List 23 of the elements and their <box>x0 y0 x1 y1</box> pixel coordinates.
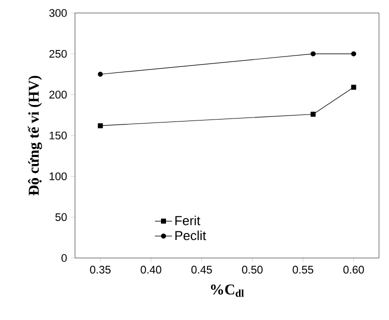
y-tick-label: 300 <box>49 9 67 17</box>
y-tick-label: 150 <box>50 132 67 140</box>
y-tick-label: 0 <box>62 254 67 262</box>
point <box>310 51 316 56</box>
y-axis-title: Độ cứng tế vi (HV) <box>28 76 42 196</box>
y-tick-label: 100 <box>50 172 67 180</box>
x-tick-label: 0.45 <box>191 266 212 274</box>
x-tick-label: 0.60 <box>343 266 364 274</box>
y-tick-label: 50 <box>55 213 67 222</box>
x-tick-label: 0.40 <box>140 266 162 274</box>
y-tick-label: 250 <box>49 50 67 58</box>
y-tick-label: 200 <box>49 90 67 99</box>
x-tick-label: 0.55 <box>292 266 314 274</box>
x-tick-label: 0.35 <box>90 266 111 274</box>
point <box>310 112 316 117</box>
x-tick-label: 0.50 <box>242 266 263 274</box>
legend-label: Ferit <box>175 216 200 226</box>
point <box>98 72 103 77</box>
point <box>351 51 356 56</box>
point <box>351 84 356 90</box>
x-axis-title: %C$_{dl}$ <box>210 284 244 297</box>
legend-label: Peclit <box>175 230 206 240</box>
point <box>98 123 103 128</box>
